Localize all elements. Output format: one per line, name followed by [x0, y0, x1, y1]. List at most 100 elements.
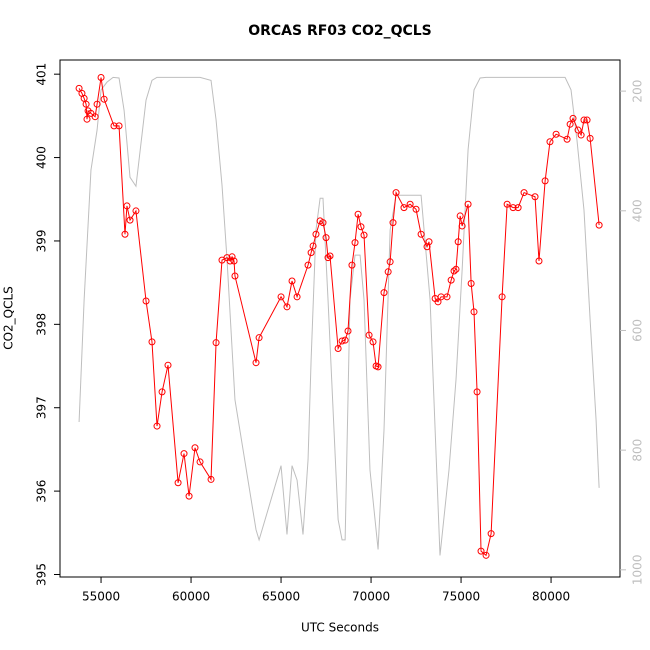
data-point	[334, 345, 342, 353]
data-point	[470, 308, 478, 316]
data-point	[450, 267, 458, 275]
data-point	[93, 100, 101, 108]
data-point	[514, 204, 522, 212]
y-tick-label: 396	[35, 480, 49, 503]
data-point	[552, 130, 560, 138]
data-point	[87, 109, 95, 117]
data-point	[456, 212, 464, 220]
data-point	[425, 238, 433, 246]
data-point	[464, 200, 472, 208]
data-point	[467, 279, 475, 287]
data-point	[158, 388, 166, 396]
data-point	[365, 331, 373, 339]
data-point	[569, 114, 577, 122]
x-tick-label: 75000	[442, 590, 480, 604]
chart-title: ORCAS RF03 CO2_QCLS	[248, 23, 432, 39]
data-point	[473, 388, 481, 396]
data-point	[406, 200, 414, 208]
data-point	[226, 257, 234, 265]
data-point	[126, 216, 134, 224]
data-point	[110, 122, 118, 130]
data-point	[277, 293, 285, 301]
data-point	[307, 249, 315, 257]
data-point	[283, 303, 291, 311]
x-tick-label: 65000	[262, 590, 300, 604]
y-tick-label: 399	[35, 229, 49, 252]
data-point	[228, 253, 236, 261]
y-tick-label: 398	[35, 313, 49, 336]
series-line	[78, 76, 600, 556]
data-point	[454, 238, 462, 246]
data-point	[230, 257, 238, 265]
data-point	[348, 261, 356, 269]
data-point	[392, 189, 400, 197]
data-point	[580, 116, 588, 124]
data-point	[458, 222, 466, 230]
series-line	[78, 77, 600, 557]
data-point	[563, 135, 571, 143]
data-point	[452, 265, 460, 273]
data-point	[255, 334, 263, 342]
data-point	[520, 189, 528, 197]
data-point	[97, 74, 105, 82]
data-point	[351, 239, 359, 247]
y-tick-label: 395	[35, 563, 49, 586]
data-point	[509, 204, 517, 212]
y-tick-label: 401	[35, 63, 49, 86]
data-point	[498, 293, 506, 301]
data-point	[357, 223, 365, 231]
data-point	[374, 363, 382, 371]
data-point	[531, 193, 539, 201]
data-point	[595, 221, 603, 229]
data-point	[148, 338, 156, 346]
y-tick-label: 397	[35, 396, 49, 419]
data-point	[212, 339, 220, 347]
data-point	[583, 116, 591, 124]
x-tick-label: 80000	[532, 590, 570, 604]
data-point	[443, 293, 451, 301]
data-point	[541, 177, 549, 185]
data-point	[447, 276, 455, 284]
x-tick-label: 70000	[352, 590, 390, 604]
y2-tick-label: 600	[631, 319, 645, 342]
data-point	[174, 479, 182, 487]
data-point	[535, 257, 543, 265]
data-point	[417, 230, 425, 238]
data-point	[288, 277, 296, 285]
x-axis-label: UTC Seconds	[301, 621, 379, 635]
data-point	[324, 254, 332, 262]
y-axis-label: CO2_QCLS	[2, 286, 16, 350]
y2-tick-label: 1000	[631, 555, 645, 586]
data-point	[487, 530, 495, 538]
data-point	[360, 231, 368, 239]
data-point	[185, 492, 193, 500]
data-point	[546, 138, 554, 146]
y-tick-label: 400	[35, 146, 49, 169]
data-point	[412, 205, 420, 213]
y2-tick-label: 200	[631, 80, 645, 103]
data-point	[326, 252, 334, 260]
data-point	[191, 444, 199, 452]
data-point	[142, 297, 150, 305]
plot-frame	[59, 59, 621, 578]
y2-tick-label: 400	[631, 199, 645, 222]
data-point	[322, 234, 330, 242]
data-point	[384, 268, 392, 276]
data-point	[83, 115, 91, 123]
data-point	[434, 298, 442, 306]
data-point	[566, 120, 574, 128]
data-point	[482, 551, 490, 559]
data-point	[75, 84, 83, 92]
data-point	[380, 289, 388, 297]
data-point	[309, 242, 317, 250]
data-point	[386, 258, 394, 266]
data-point	[100, 95, 108, 103]
data-point	[574, 126, 582, 134]
data-point	[304, 261, 312, 269]
data-point	[400, 204, 408, 212]
data-point	[132, 207, 140, 215]
data-point	[252, 359, 260, 367]
data-point	[312, 230, 320, 238]
data-point	[196, 458, 204, 466]
